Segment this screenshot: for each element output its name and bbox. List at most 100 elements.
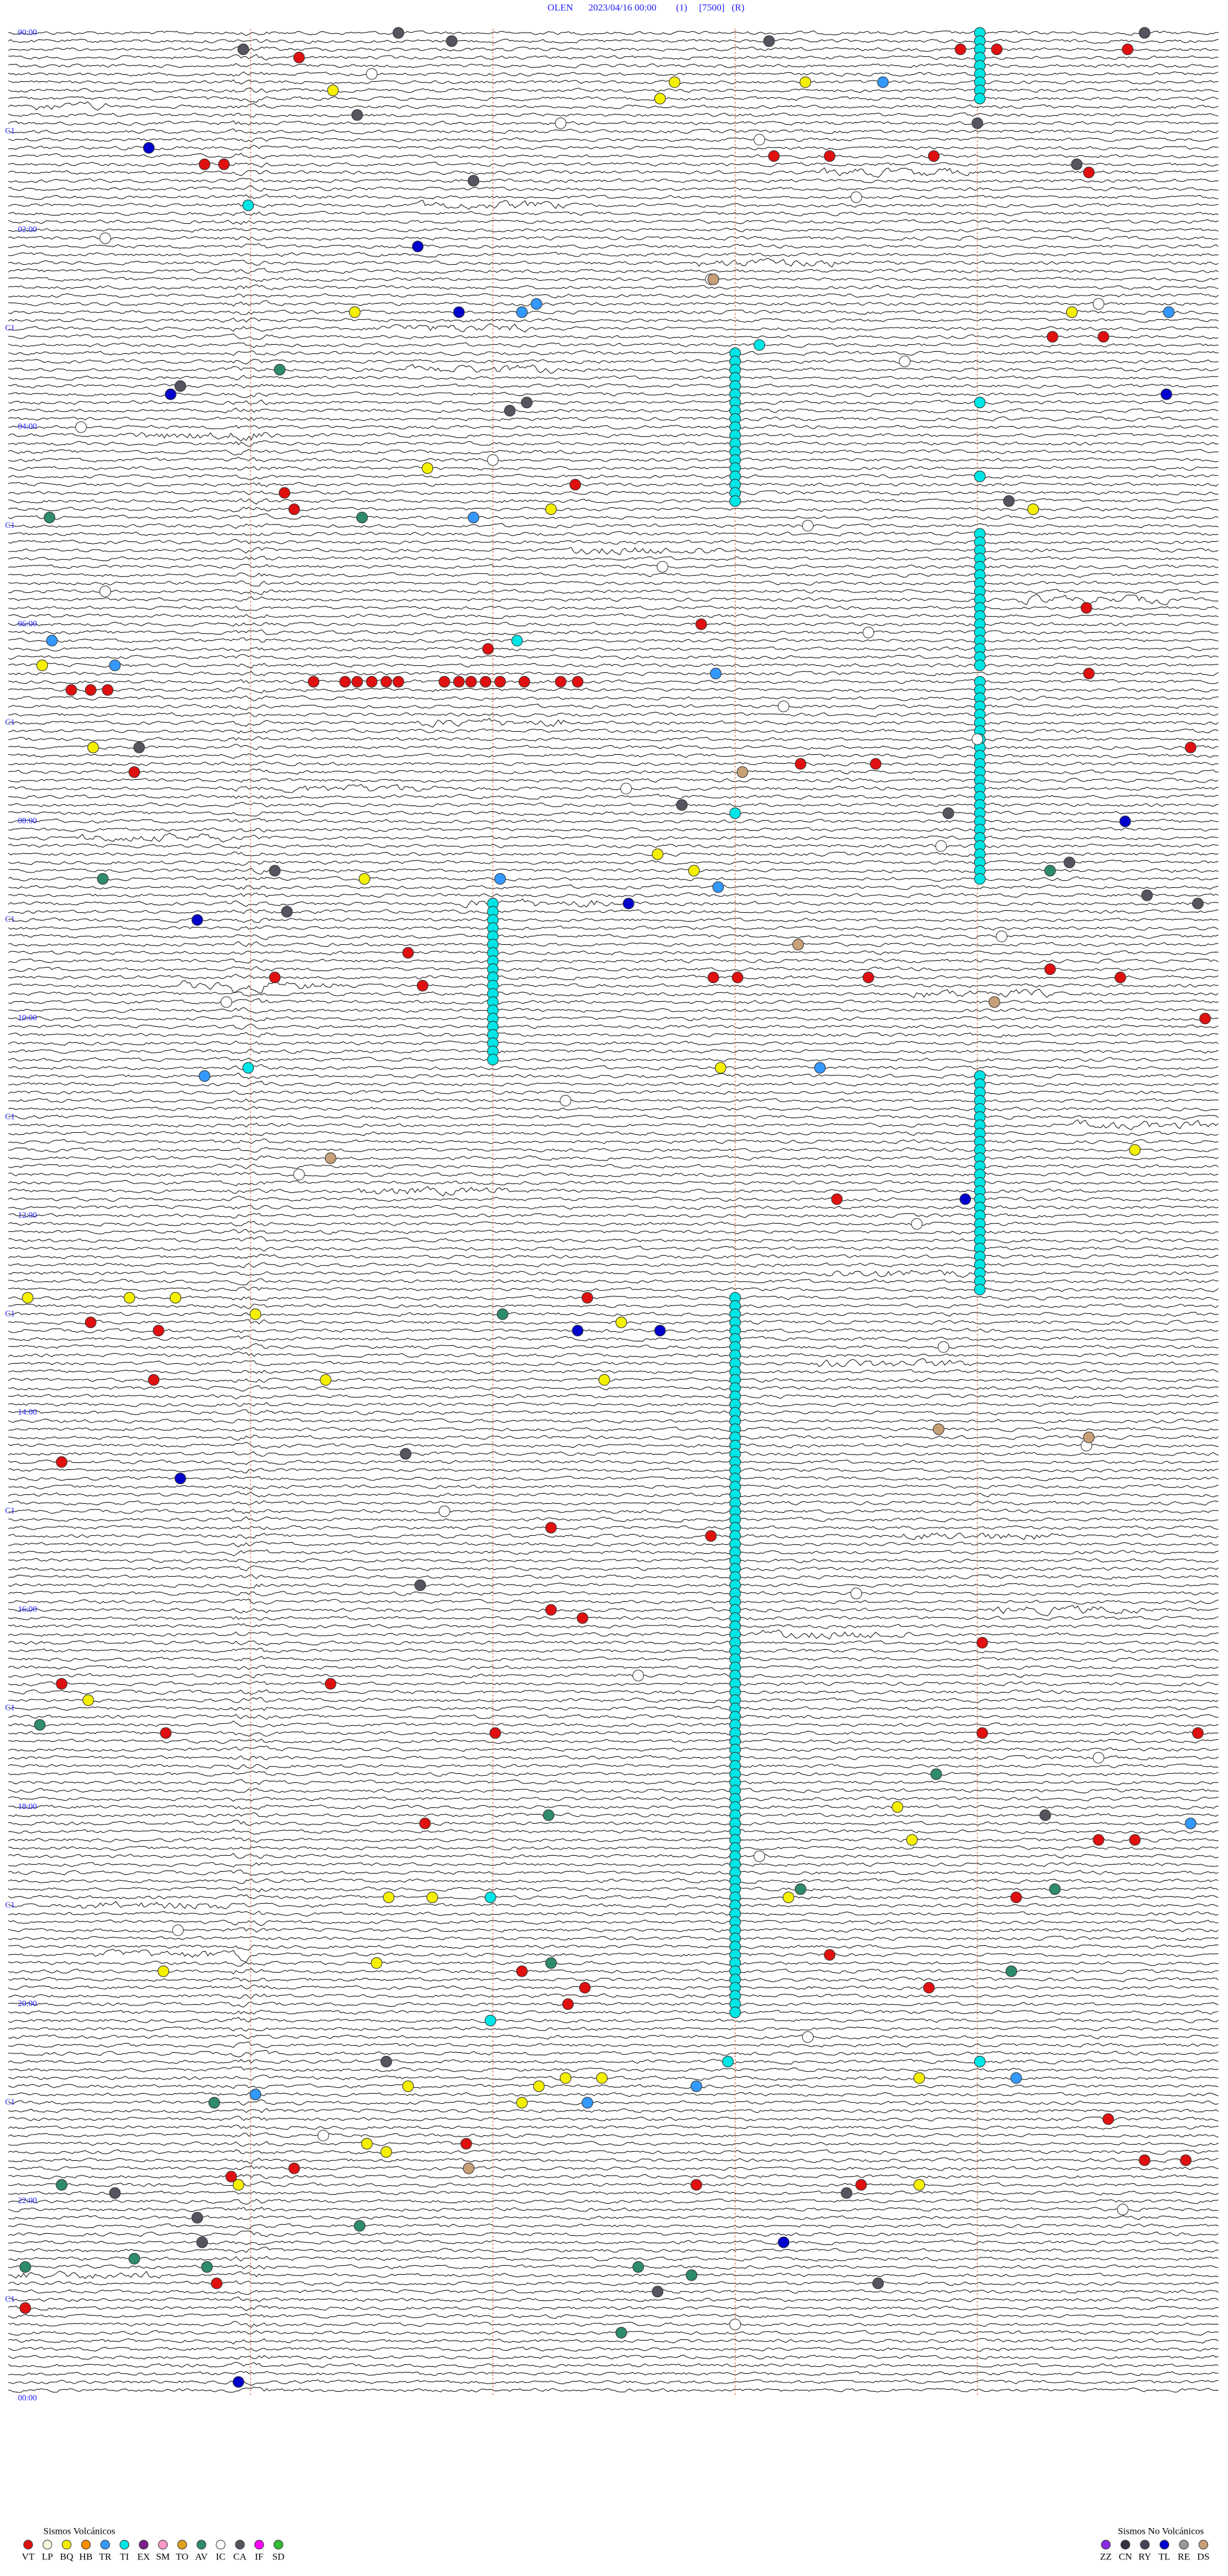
channel-label: C1 — [5, 2294, 15, 2303]
trace — [8, 2247, 1219, 2253]
trace — [8, 1236, 1219, 1244]
event — [654, 1325, 666, 1337]
event — [695, 618, 707, 630]
event — [19, 2302, 31, 2314]
event — [972, 117, 984, 129]
event — [324, 1678, 336, 1690]
trace — [8, 2346, 1219, 2352]
hour-label: 02:00 — [18, 225, 37, 234]
event — [632, 1670, 644, 1682]
event — [36, 660, 49, 672]
event — [1049, 1883, 1061, 1895]
event — [545, 503, 557, 516]
trace — [8, 96, 1219, 103]
trace — [8, 695, 1219, 702]
legend-swatch — [1121, 2540, 1130, 2550]
trace — [8, 637, 1219, 644]
trace — [8, 407, 1219, 413]
legend-swatch — [273, 2540, 283, 2550]
part: (1) — [676, 3, 688, 13]
trace — [8, 375, 1219, 381]
legend-swatch — [61, 2540, 72, 2550]
trace — [8, 293, 1219, 299]
event — [973, 470, 986, 482]
trace — [8, 1738, 1219, 1744]
trace — [8, 564, 1219, 570]
event — [484, 2014, 496, 2027]
legend-title: Sismos Volcánicos — [43, 2526, 116, 2536]
trace — [8, 1023, 1219, 1030]
legend-code: TI — [120, 2552, 129, 2562]
trace — [8, 200, 1219, 210]
trace — [8, 1714, 1219, 1720]
event — [414, 1579, 426, 1592]
event — [518, 676, 530, 688]
event — [1039, 1809, 1051, 1821]
event — [242, 1062, 255, 1074]
trace — [8, 1845, 1219, 1851]
trace — [8, 867, 1219, 874]
trace — [8, 2141, 1219, 2147]
trace — [8, 743, 1218, 750]
legend-swatch — [216, 2540, 226, 2550]
event — [1083, 667, 1095, 679]
legend-code: SM — [156, 2552, 170, 2562]
event — [676, 799, 688, 811]
event — [654, 93, 666, 105]
event — [710, 667, 722, 679]
event — [753, 339, 766, 351]
event — [870, 758, 882, 770]
trace — [8, 1605, 1219, 1616]
trace — [8, 646, 1219, 652]
event-run — [729, 2006, 741, 2018]
event — [487, 454, 499, 466]
trace — [8, 2337, 1219, 2344]
trace — [8, 1180, 1219, 1187]
trace — [8, 1944, 1219, 1951]
trace — [8, 1147, 1219, 1153]
event — [225, 2170, 237, 2183]
event — [555, 676, 567, 688]
event — [1185, 1817, 1197, 1829]
trace — [8, 1426, 1219, 1432]
event — [877, 76, 889, 88]
event — [911, 1218, 923, 1230]
trace — [8, 1164, 1219, 1169]
trace — [8, 101, 1219, 111]
trace — [8, 2034, 1219, 2040]
event — [484, 1892, 496, 1904]
legend-code: CN — [1119, 2552, 1132, 2562]
legend-swatch — [23, 2540, 33, 2550]
trace — [8, 777, 1219, 783]
mode: (R) — [732, 3, 744, 13]
event — [324, 1152, 336, 1164]
event — [928, 150, 940, 162]
event — [274, 363, 286, 375]
trace — [8, 2074, 1219, 2081]
trace — [8, 490, 1219, 496]
event — [923, 1982, 935, 1994]
event — [1071, 158, 1083, 170]
trace — [8, 1007, 1219, 1014]
channel-label: C1 — [5, 2097, 15, 2106]
hour-label: 20:00 — [18, 1998, 37, 2008]
event — [160, 1727, 172, 1739]
event — [1138, 27, 1151, 39]
event — [850, 1588, 862, 1599]
event — [1160, 388, 1172, 400]
legend-swatch — [1140, 2540, 1150, 2550]
event — [191, 914, 203, 926]
event — [164, 388, 177, 400]
event — [942, 807, 954, 819]
event — [722, 2055, 734, 2067]
event — [560, 2072, 572, 2084]
trace — [8, 1213, 1219, 1219]
trace — [8, 300, 1219, 307]
trace — [8, 317, 1219, 323]
event — [938, 1341, 950, 1353]
trace — [8, 687, 1219, 694]
trace — [8, 629, 1219, 635]
event — [143, 142, 155, 154]
hour-label: 16:00 — [18, 1604, 37, 1614]
event — [802, 2031, 814, 2043]
